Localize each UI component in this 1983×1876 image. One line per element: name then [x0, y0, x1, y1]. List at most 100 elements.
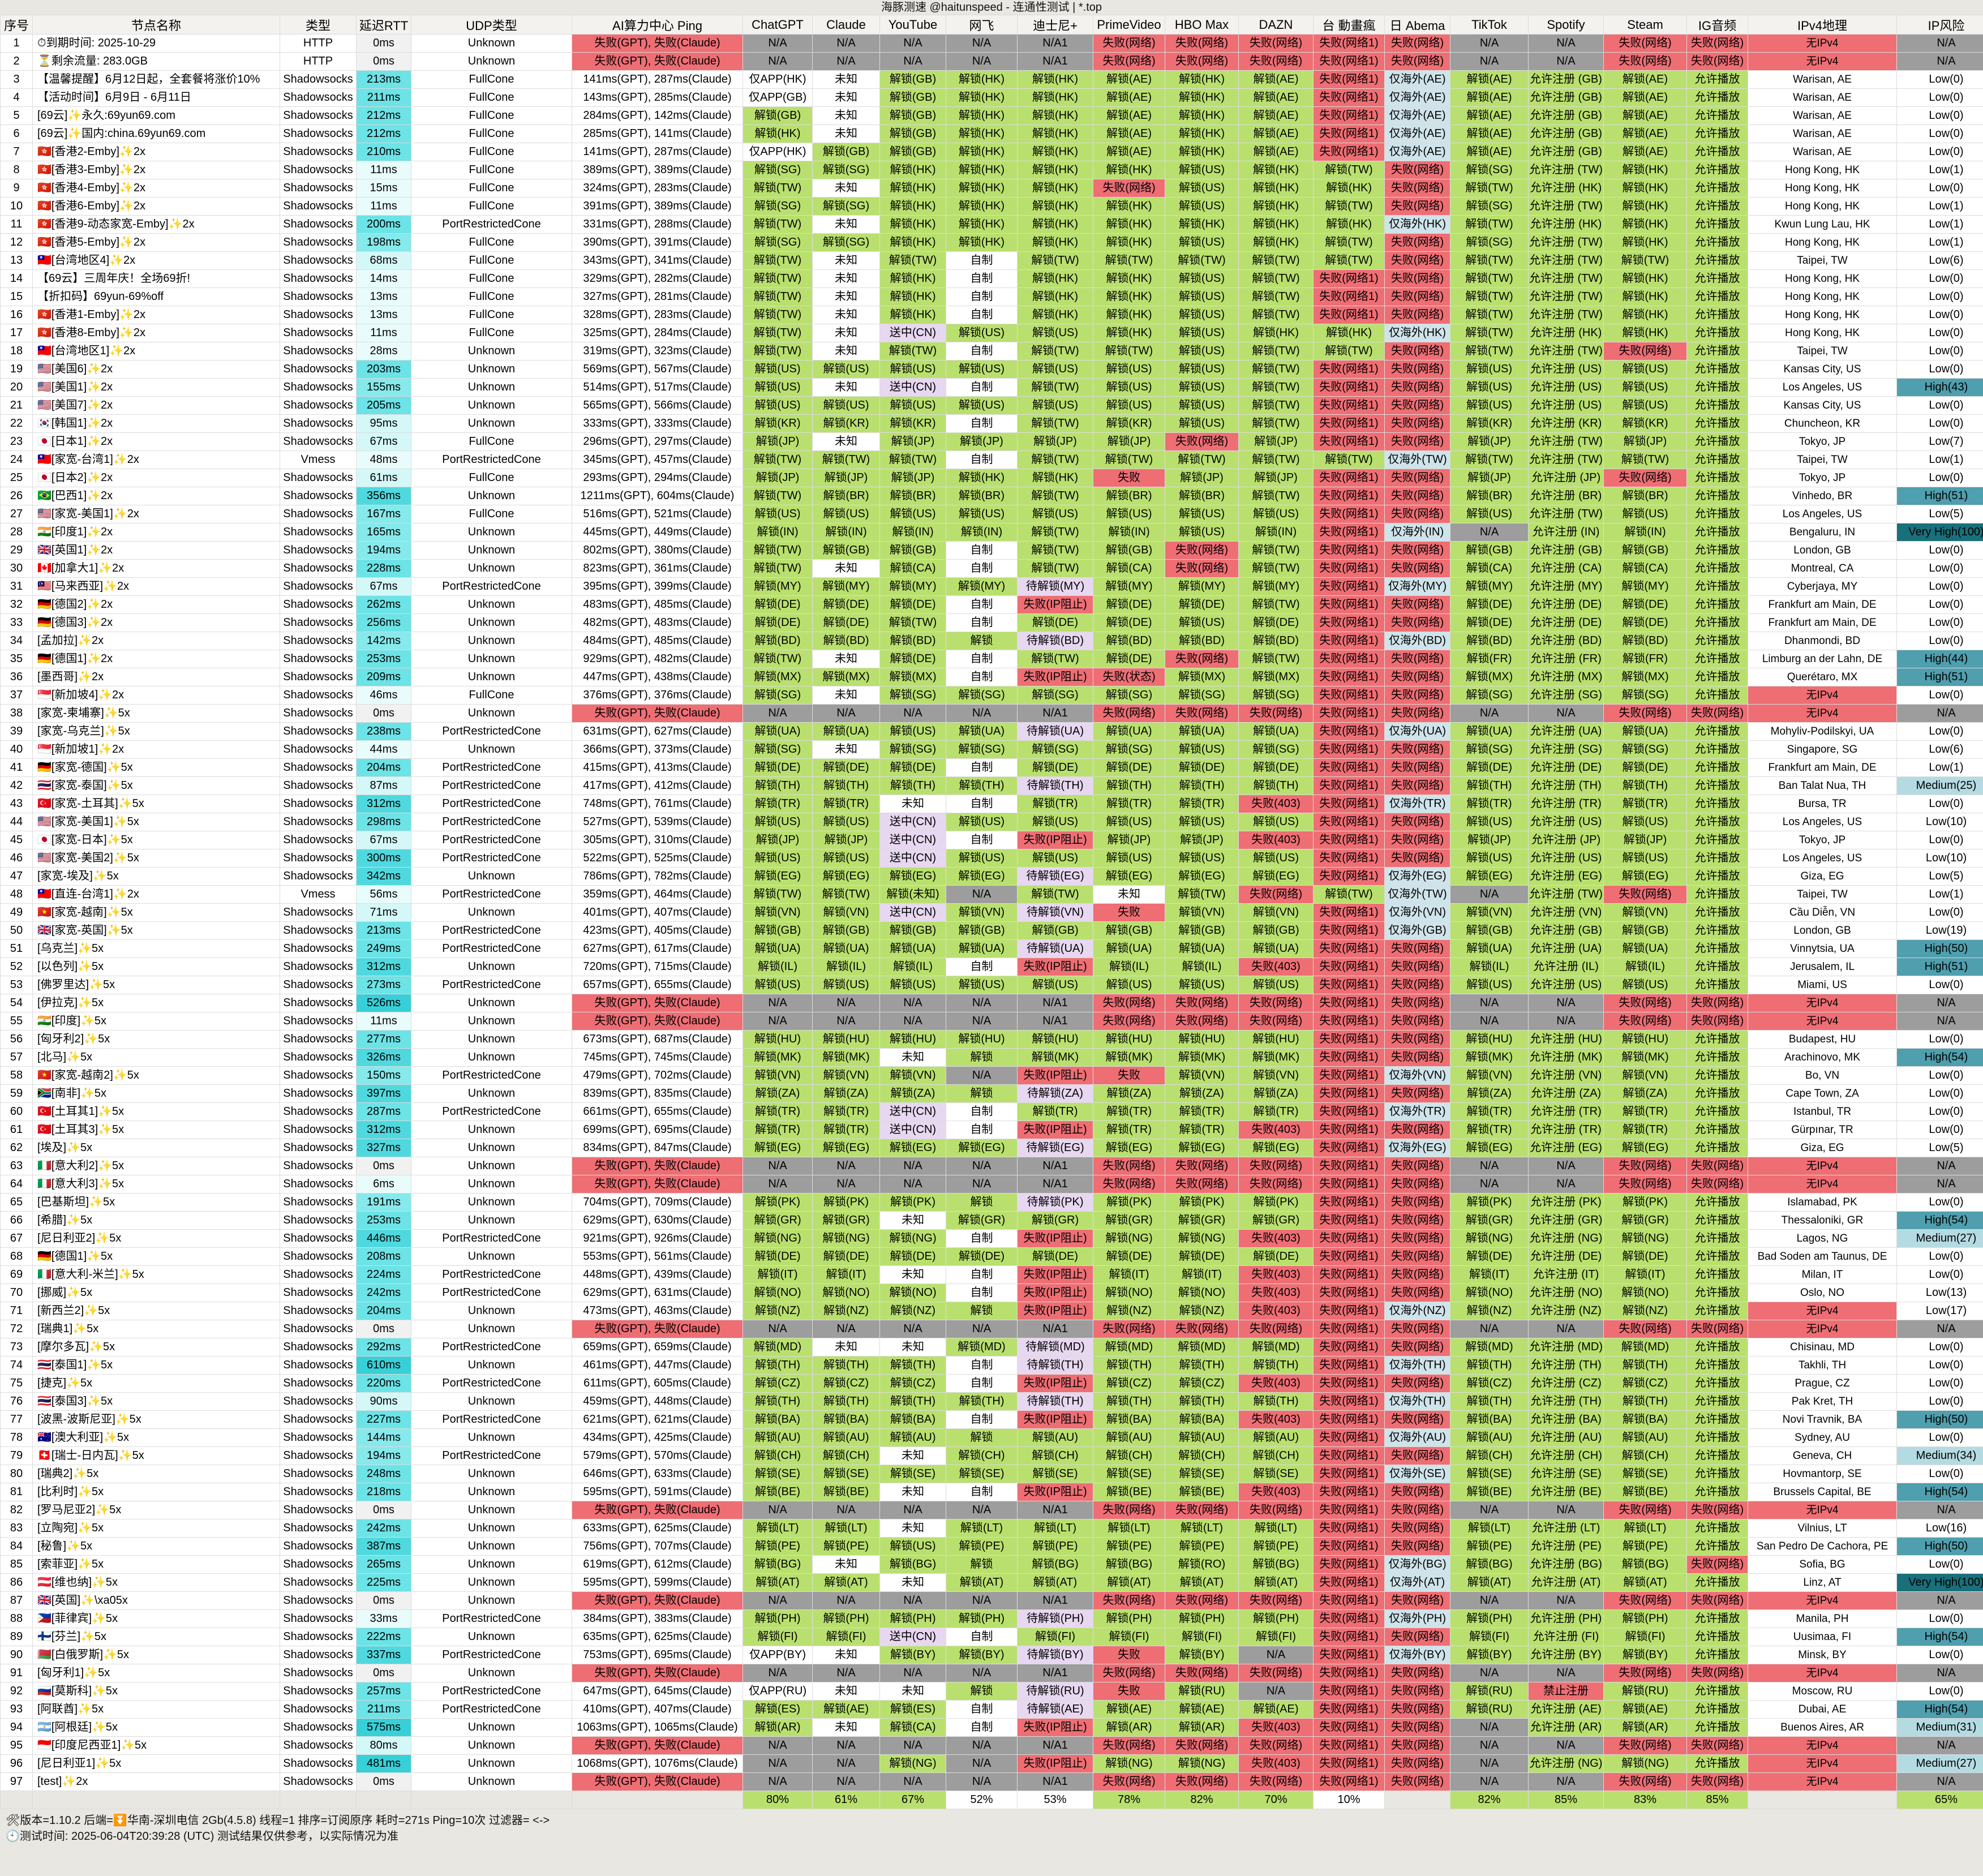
cell-primevideo: 解锁(JP) — [1093, 831, 1165, 849]
cell-tiktok: 解锁(PH) — [1450, 1610, 1528, 1628]
cell-netflix: N/A — [946, 1773, 1017, 1791]
cell-ig-audio: 失败(网络) — [1687, 705, 1748, 722]
cell-type: Shadowsocks — [280, 723, 356, 740]
cell-hbo-max: 解锁(US) — [1165, 976, 1238, 994]
cell-type: Shadowsocks — [280, 523, 356, 541]
cell-type: Shadowsocks — [280, 614, 356, 632]
table-row: 95 🇮🇩[印度尼西亚1]✨5x Shadowsocks 80ms Unknown 失败(… — [1, 1737, 1983, 1754]
cell-ai-ping: 720ms(GPT), 715ms(Claude) — [572, 958, 742, 976]
cell-hbo-max: 解锁(TW) — [1165, 451, 1238, 469]
cell-type: HTTP — [280, 35, 356, 52]
cell-no: 18 — [1, 342, 32, 360]
cell-netflix: N/A — [946, 1320, 1017, 1338]
cell-udp: Unknown — [411, 1356, 572, 1374]
cell-anime-madness: 失败(网络1) — [1314, 1067, 1384, 1084]
table-row: 2 ⏳剩余流量: 283.0GB HTTP 0ms Unknown 失败(GPT), 失败… — [1, 53, 1983, 70]
cell-rtt: 273ms — [357, 976, 411, 994]
cell-ig-audio: 允许播放 — [1687, 71, 1748, 88]
cell-abema: 失败(网络) — [1385, 705, 1450, 722]
cell-anime-madness: 失败(网络1) — [1314, 831, 1384, 849]
cell-ip-risk: Low(19) — [1897, 922, 1983, 939]
cell-tiktok: 解锁(AE) — [1450, 143, 1528, 161]
cell-youtube: N/A — [880, 705, 946, 722]
summary-chatgpt: 80% — [743, 1791, 812, 1809]
cell-abema: 仅海外(TW) — [1385, 451, 1450, 469]
cell-ip-risk: N/A — [1897, 1157, 1983, 1175]
cell-ig-audio: 允许播放 — [1687, 487, 1748, 505]
cell-netflix: 解锁(US) — [946, 813, 1017, 831]
cell-hbo-max: 解锁(JP) — [1165, 831, 1238, 849]
table-row: 82 [罗马尼亚2]✨5x Shadowsocks 0ms Unknown 失败(GPT)… — [1, 1501, 1983, 1519]
cell-anime-madness: 失败(网络1) — [1314, 578, 1384, 595]
cell-dazn: 解锁(UA) — [1239, 723, 1313, 740]
cell-ip-risk: Medium(34) — [1897, 1447, 1983, 1465]
cell-dazn: 失败(403) — [1239, 1375, 1313, 1392]
cell-tiktok: 解锁(US) — [1450, 813, 1528, 831]
cell-tiktok: 解锁(GR) — [1450, 1212, 1528, 1229]
cell-disney: 解锁(LT) — [1018, 1519, 1093, 1537]
table-row: 80 [瑞典2]✨5x Shadowsocks 248ms Unknown 646ms(G… — [1, 1465, 1983, 1483]
cell-ig-audio: 失败(网络) — [1687, 1737, 1748, 1754]
cell-rtt: 204ms — [357, 759, 411, 776]
cell-ai-ping: 345ms(GPT), 457ms(Claude) — [572, 451, 742, 469]
cell-claude: N/A — [813, 1320, 879, 1338]
cell-no: 46 — [1, 849, 32, 867]
cell-ipv4-geo: Hong Kong, HK — [1748, 306, 1896, 324]
cell-ai-ping: 失败(GPT), 失败(Claude) — [572, 1501, 742, 1519]
cell-hbo-max: 解锁(US) — [1165, 288, 1238, 306]
cell-type: Shadowsocks — [280, 143, 356, 161]
cell-spotify: 允许注册 (MK) — [1529, 1049, 1603, 1066]
cell-dazn: 解锁(TH) — [1239, 1356, 1313, 1374]
cell-no: 33 — [1, 614, 32, 632]
cell-spotify: 允许注册 (TW) — [1529, 886, 1603, 903]
cell-spotify: 允许注册 (TW) — [1529, 288, 1603, 306]
cell-abema: 失败(网络) — [1385, 53, 1450, 70]
cell-no: 52 — [1, 958, 32, 976]
cell-netflix: 解锁 — [946, 1194, 1017, 1211]
cell-anime-madness: 失败(网络1) — [1314, 1447, 1384, 1465]
cell-youtube: 解锁(TW) — [880, 451, 946, 469]
cell-spotify: 允许注册 (US) — [1529, 360, 1603, 378]
cell-anime-madness: 失败(网络1) — [1314, 1175, 1384, 1193]
cell-ipv4-geo: Taipei, TW — [1748, 342, 1896, 360]
cell-name: [家宽-柬埔寨]✨5x — [33, 705, 280, 722]
cell-anime-madness: 失败(网络1) — [1314, 505, 1384, 523]
cell-dazn: 解锁(US) — [1239, 849, 1313, 867]
cell-spotify: 允许注册 (BA) — [1529, 1411, 1603, 1428]
table-row: 87 🇬🇧[英国]✨\xa05x Shadowsocks 0ms Unknown 失败(G… — [1, 1592, 1983, 1609]
cell-rtt: 0ms — [357, 1773, 411, 1791]
cell-primevideo: 解锁(AE) — [1093, 89, 1165, 106]
cell-ai-ping: 失败(GPT), 失败(Claude) — [572, 1592, 742, 1609]
cell-youtube: 送中(CN) — [880, 1103, 946, 1121]
cell-ai-ping: 461ms(GPT), 447ms(Claude) — [572, 1356, 742, 1374]
cell-chatgpt: 解锁(PE) — [743, 1538, 812, 1555]
cell-no: 91 — [1, 1664, 32, 1682]
cell-spotify: 允许注册 (US) — [1529, 379, 1603, 396]
cell-primevideo: 解锁(AE) — [1093, 1701, 1165, 1718]
cell-disney: 解锁(US) — [1018, 813, 1093, 831]
cell-tiktok: 解锁(CA) — [1450, 560, 1528, 577]
cell-tiktok: 解锁(US) — [1450, 379, 1528, 396]
cell-type: Shadowsocks — [280, 216, 356, 233]
cell-chatgpt: 解锁(US) — [743, 397, 812, 414]
cell-netflix: 自制 — [946, 379, 1017, 396]
cell-name: 🇭🇰[香港5-Emby]✨2x — [33, 234, 280, 251]
cell-name: [瑞典2]✨5x — [33, 1465, 280, 1483]
cell-tiktok: 解锁(AE) — [1450, 125, 1528, 143]
cell-netflix: 解锁(US) — [946, 505, 1017, 523]
cell-ip-risk: N/A — [1897, 35, 1983, 52]
cell-primevideo: 解锁(BE) — [1093, 1483, 1165, 1501]
cell-ai-ping: 390ms(GPT), 391ms(Claude) — [572, 234, 742, 251]
summary-spotify: 85% — [1529, 1791, 1603, 1809]
cell-claude: 解锁(AE) — [813, 1701, 879, 1718]
cell-disney: N/A1 — [1018, 1592, 1093, 1609]
cell-no: 24 — [1, 451, 32, 469]
cell-udp: Unknown — [411, 35, 572, 52]
cell-no: 14 — [1, 270, 32, 287]
cell-abema: 失败(网络) — [1385, 1538, 1450, 1555]
cell-disney: 解锁(SE) — [1018, 1465, 1093, 1483]
cell-rtt: 575ms — [357, 1719, 411, 1736]
cell-claude: 解锁(SG) — [813, 234, 879, 251]
cell-abema: 失败(网络) — [1385, 415, 1450, 432]
cell-ai-ping: 802ms(GPT), 380ms(Claude) — [572, 542, 742, 559]
